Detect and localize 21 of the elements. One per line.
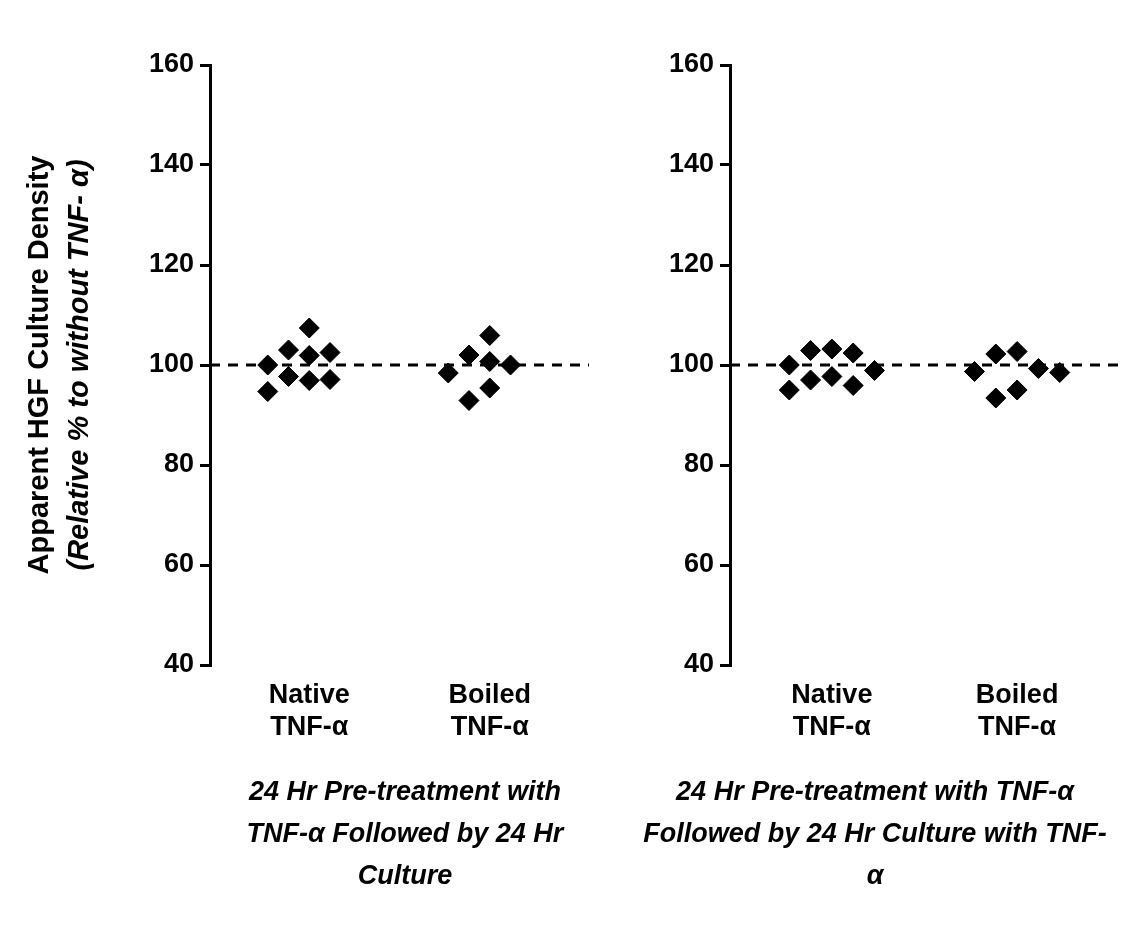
y-tick-label: 120 (148, 248, 194, 279)
x-tick-label: Native TNF-α (268, 678, 350, 742)
y-tick-label: 120 (668, 248, 714, 279)
x-tick-label: Boiled TNF-α (975, 678, 1059, 742)
y-tick-label: 100 (148, 348, 194, 379)
x-tick-label: Native TNF-α (791, 678, 873, 742)
y-tick-label: 160 (148, 48, 194, 79)
y-tick-label: 80 (683, 448, 714, 479)
y-tick-label: 100 (668, 348, 714, 379)
x-axis-title: 24 Hr Pre-treatment with TNF-α Followed by 24 Hr Culture (245, 775, 566, 892)
x-tick-label: Boiled TNF-α (448, 678, 531, 742)
y-tick-label: 140 (668, 148, 714, 179)
y-tick-label: 60 (683, 548, 714, 579)
y-tick-label: 80 (163, 448, 194, 479)
y-tick-label: 140 (148, 148, 194, 179)
y-tick-label: 160 (668, 48, 714, 79)
x-axis-title: 24 Hr Pre-treatment with TNF-α Followed by 24 Hr Culture with TNF-α (642, 775, 1108, 892)
y-tick-label: 60 (163, 548, 194, 579)
y-tick-label: 40 (163, 648, 194, 679)
y-tick-label: 40 (683, 648, 714, 679)
y-axis-title: Apparent HGF Culture Density (Relative % to without TNF- α) (22, 155, 94, 575)
